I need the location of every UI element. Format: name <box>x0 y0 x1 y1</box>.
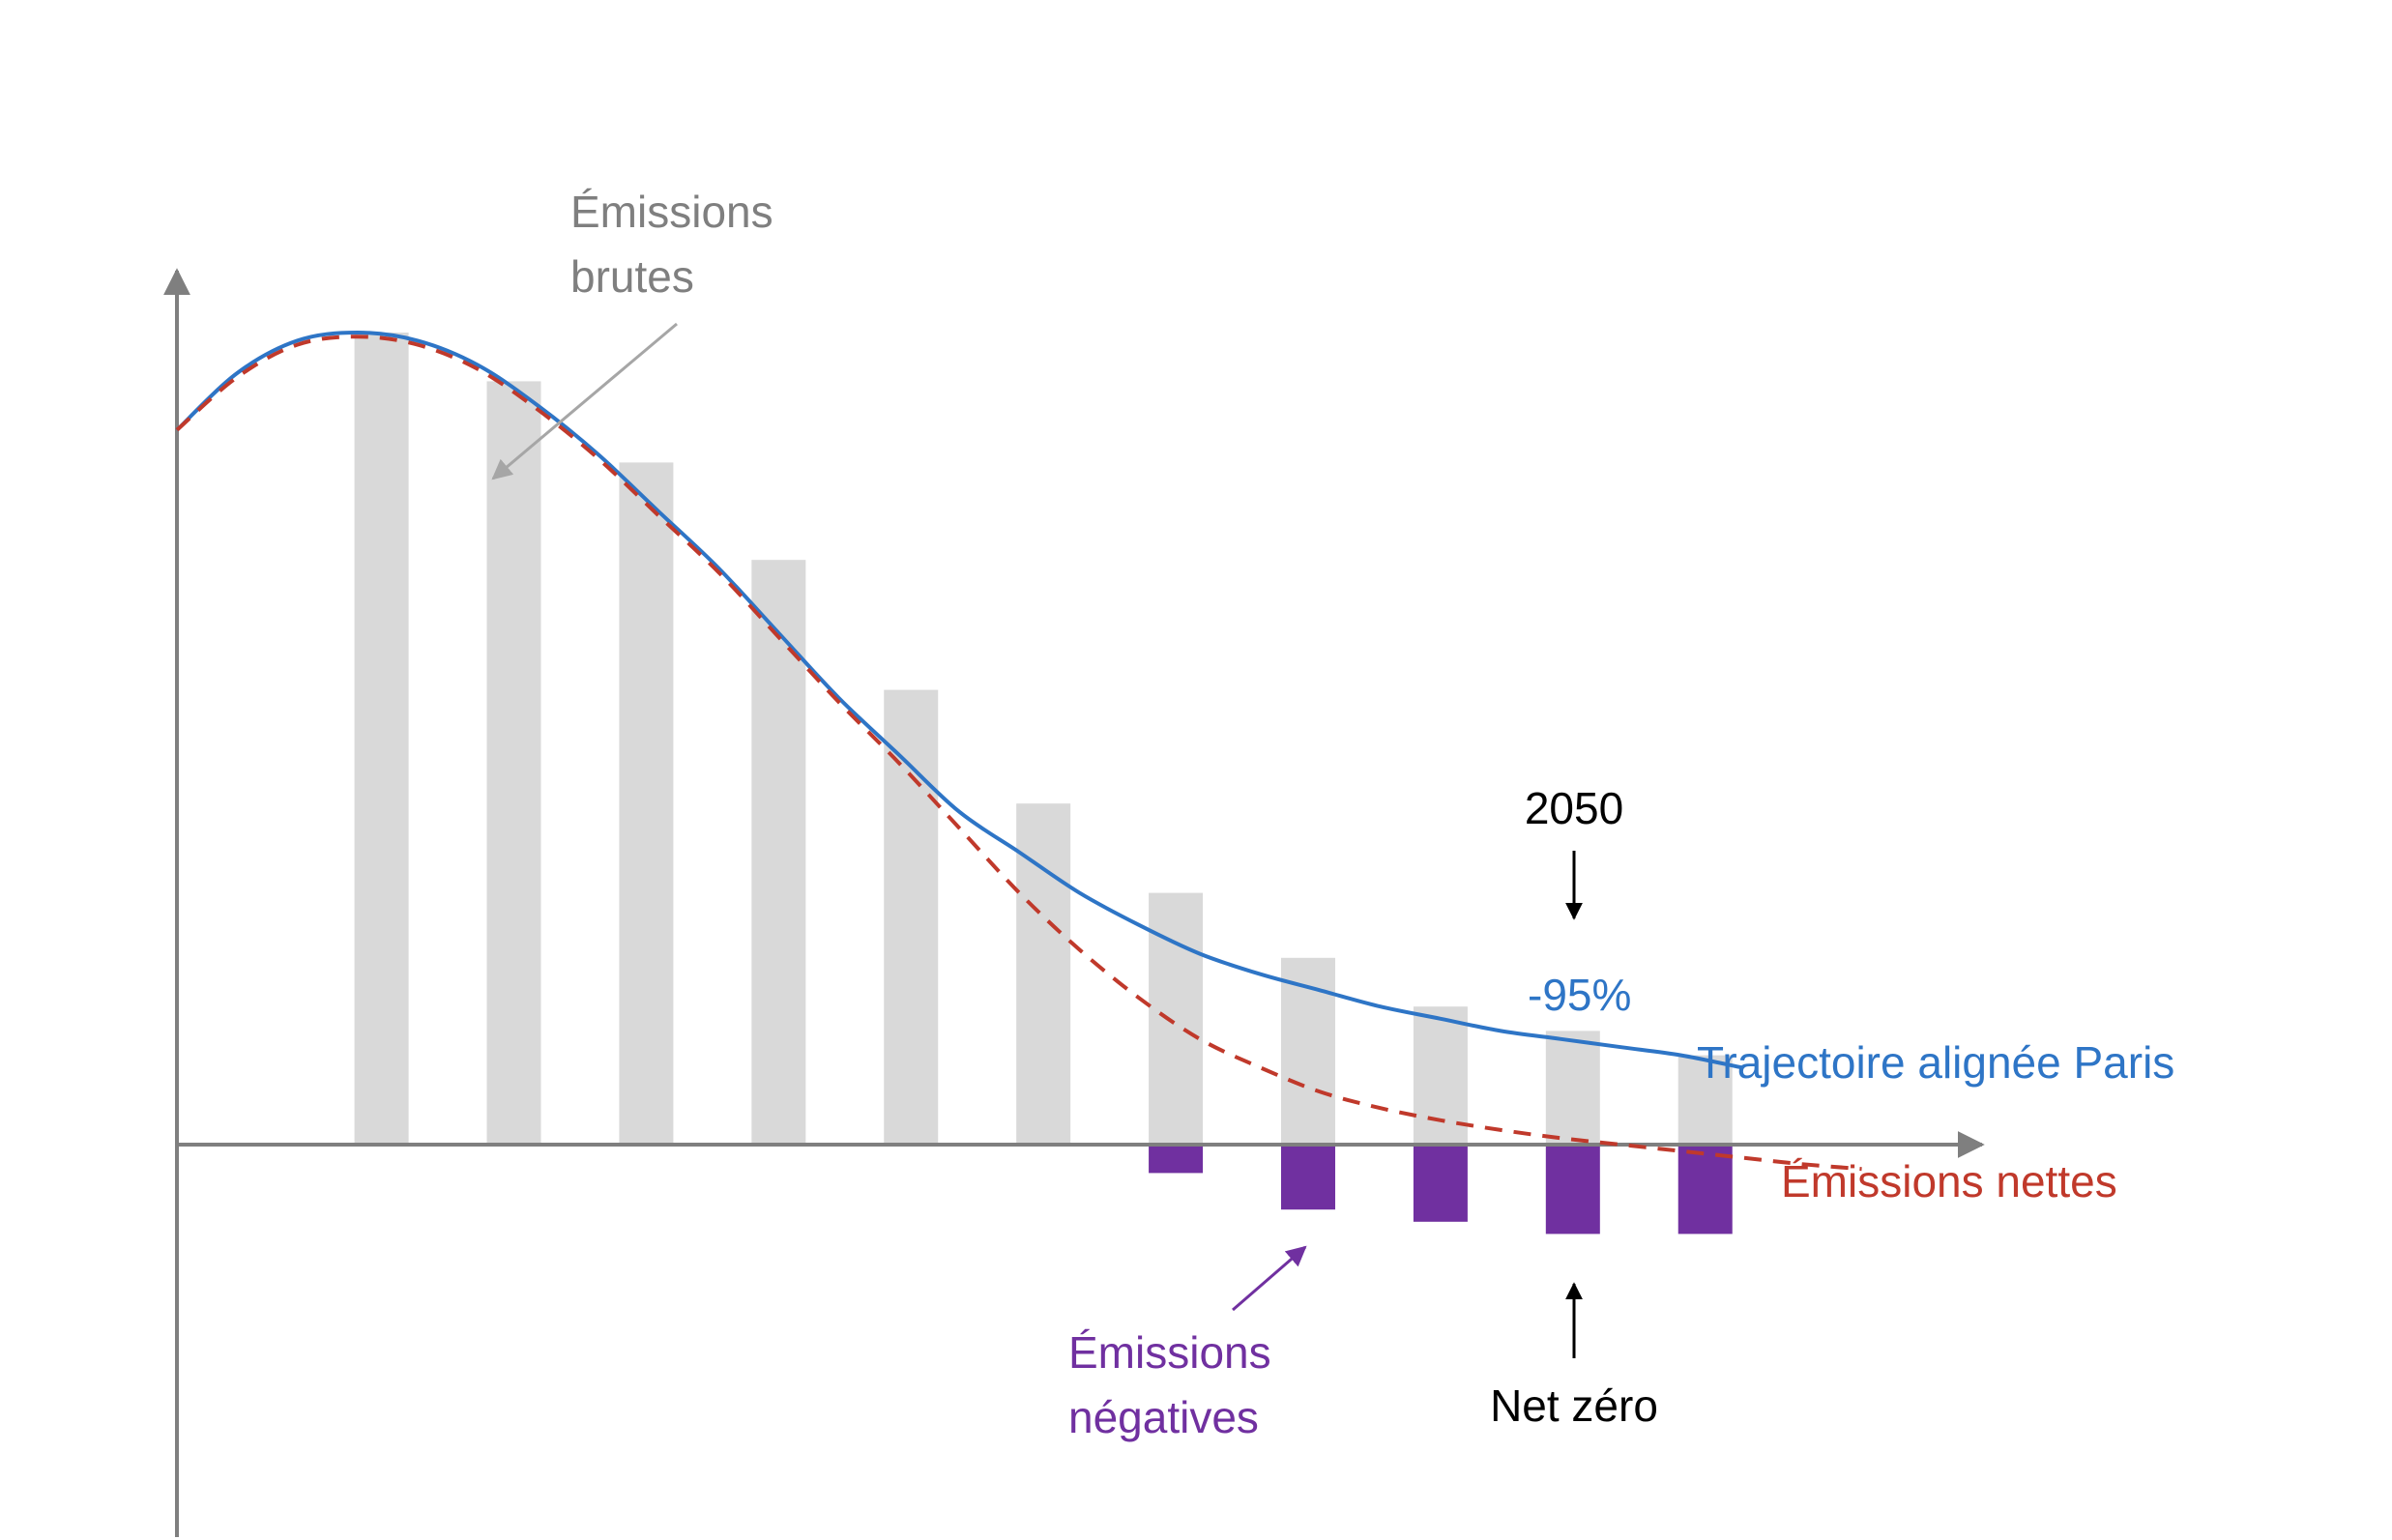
gross-emissions-label-line1: Émissions <box>570 187 773 237</box>
paris-trajectory-label: Trajectoire alignée Paris <box>1697 1037 2174 1088</box>
gross-emissions-bar-6 <box>1016 803 1071 1145</box>
negative-emissions-bar-3 <box>1413 1145 1468 1222</box>
gross-emissions-bar-2 <box>486 381 541 1145</box>
negative-label-arrow <box>1232 1245 1307 1312</box>
gross-emissions-bar-1 <box>354 333 409 1145</box>
gross-emissions-bars <box>354 333 1733 1145</box>
gross-emissions-bar-3 <box>619 462 674 1145</box>
negative-emissions-bar-2 <box>1280 1145 1335 1210</box>
net-emissions-label: Émissions nettes <box>1781 1156 2117 1206</box>
negative-emissions-label-line2: négatives <box>1068 1392 1259 1442</box>
negative-emissions-bar-4 <box>1545 1145 1600 1235</box>
reduction-label: -95% <box>1528 970 1631 1020</box>
paris-trajectory-line <box>175 330 1742 1070</box>
gross-emissions-bar-7 <box>1149 892 1204 1145</box>
gross-emissions-bar-10 <box>1545 1031 1600 1145</box>
year-2050-label: 2050 <box>1525 783 1623 833</box>
negative-emissions-bar-1 <box>1149 1145 1204 1174</box>
negative-emissions-bars <box>1149 1145 1733 1235</box>
net-emissions-line <box>175 334 1862 1172</box>
gross-label-arrow <box>491 322 678 480</box>
gross-emissions-bar-11 <box>1677 1055 1733 1145</box>
negative-emissions-label-line1: Émissions <box>1068 1327 1271 1378</box>
gross-emissions-bar-4 <box>751 560 806 1145</box>
net-zero-label: Net zéro <box>1490 1380 1658 1431</box>
negative-emissions-bar-5 <box>1677 1145 1733 1235</box>
gross-emissions-label-line2: brutes <box>570 251 694 302</box>
